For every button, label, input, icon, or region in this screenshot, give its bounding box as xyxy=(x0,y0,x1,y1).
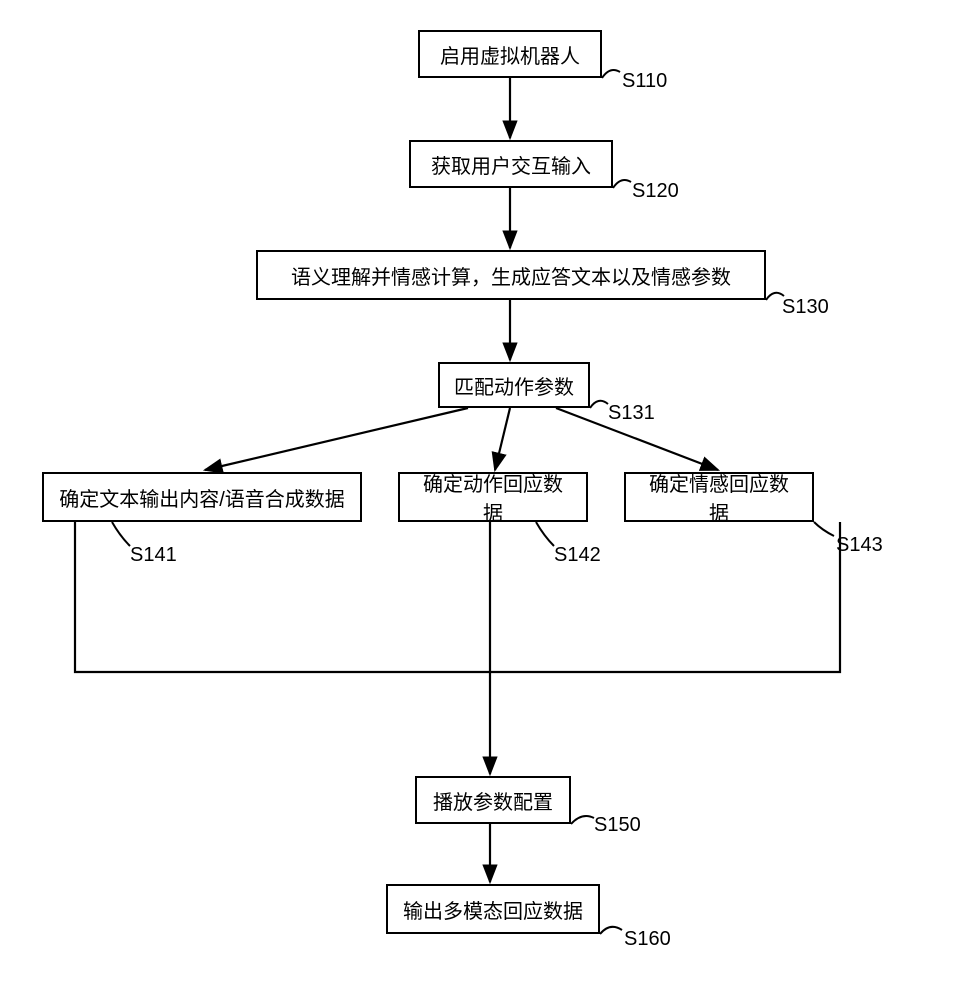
step-s120: S120 xyxy=(632,180,679,203)
step-s160: S160 xyxy=(624,928,671,951)
node-s142: 确定动作回应数据 xyxy=(398,472,588,522)
node-s110: 启用虚拟机器人 xyxy=(418,30,602,78)
node-s150: 播放参数配置 xyxy=(415,776,571,824)
step-s142: S142 xyxy=(554,544,601,567)
node-s160: 输出多模态回应数据 xyxy=(386,884,600,934)
node-label: 播放参数配置 xyxy=(433,786,553,815)
step-s131: S131 xyxy=(608,402,655,425)
node-label: 确定情感回应数据 xyxy=(640,468,798,526)
node-label: 获取用户交互输入 xyxy=(431,150,591,179)
node-s143: 确定情感回应数据 xyxy=(624,472,814,522)
step-s141: S141 xyxy=(130,544,177,567)
node-s120: 获取用户交互输入 xyxy=(409,140,613,188)
step-s143: S143 xyxy=(836,534,883,557)
node-s131: 匹配动作参数 xyxy=(438,362,590,408)
node-s141: 确定文本输出内容/语音合成数据 xyxy=(42,472,362,522)
step-s110: S110 xyxy=(622,70,667,93)
node-label: 输出多模态回应数据 xyxy=(403,895,583,924)
node-label: 启用虚拟机器人 xyxy=(440,40,580,69)
step-s150: S150 xyxy=(594,814,641,837)
step-s130: S130 xyxy=(782,296,829,319)
node-label: 语义理解并情感计算，生成应答文本以及情感参数 xyxy=(291,261,731,290)
node-label: 匹配动作参数 xyxy=(454,371,574,400)
node-label: 确定动作回应数据 xyxy=(414,468,572,526)
node-label: 确定文本输出内容/语音合成数据 xyxy=(59,483,345,512)
node-s130: 语义理解并情感计算，生成应答文本以及情感参数 xyxy=(256,250,766,300)
